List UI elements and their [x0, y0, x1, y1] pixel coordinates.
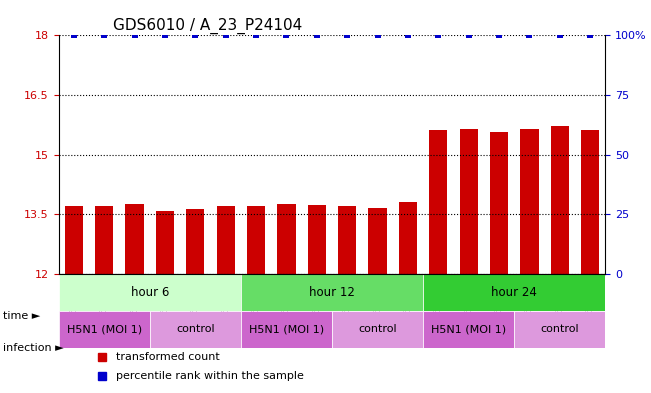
Text: transformed count: transformed count	[116, 352, 220, 362]
Bar	[460, 129, 478, 274]
FancyBboxPatch shape	[150, 311, 241, 348]
Bar	[217, 206, 235, 274]
FancyBboxPatch shape	[332, 311, 423, 348]
Bar	[247, 206, 265, 274]
Text: hour 12: hour 12	[309, 286, 355, 299]
FancyBboxPatch shape	[241, 274, 423, 311]
Bar	[368, 208, 387, 274]
Bar	[156, 211, 174, 274]
Bar	[95, 206, 113, 274]
Text: control: control	[176, 325, 215, 334]
Bar	[581, 130, 600, 274]
Bar	[126, 204, 144, 274]
Bar	[338, 206, 356, 274]
Bar	[277, 204, 296, 274]
Bar	[399, 202, 417, 274]
Bar	[308, 206, 326, 274]
Text: hour 24: hour 24	[492, 286, 537, 299]
FancyBboxPatch shape	[423, 274, 605, 311]
FancyBboxPatch shape	[514, 311, 605, 348]
Bar	[490, 132, 508, 274]
Text: hour 6: hour 6	[131, 286, 169, 299]
Text: time ►: time ►	[3, 311, 40, 321]
Text: GDS6010 / A_23_P24104: GDS6010 / A_23_P24104	[113, 18, 303, 34]
Text: infection ►: infection ►	[3, 343, 64, 353]
Text: H5N1 (MOI 1): H5N1 (MOI 1)	[431, 325, 506, 334]
Bar	[429, 130, 447, 274]
Bar	[64, 206, 83, 274]
Text: H5N1 (MOI 1): H5N1 (MOI 1)	[249, 325, 324, 334]
Bar	[186, 209, 204, 274]
Text: percentile rank within the sample: percentile rank within the sample	[116, 371, 304, 381]
FancyBboxPatch shape	[241, 311, 332, 348]
Text: control: control	[358, 325, 397, 334]
FancyBboxPatch shape	[423, 311, 514, 348]
FancyBboxPatch shape	[59, 274, 241, 311]
FancyBboxPatch shape	[59, 311, 150, 348]
Bar	[551, 126, 569, 274]
Text: H5N1 (MOI 1): H5N1 (MOI 1)	[66, 325, 142, 334]
Bar	[520, 129, 538, 274]
Text: control: control	[540, 325, 579, 334]
